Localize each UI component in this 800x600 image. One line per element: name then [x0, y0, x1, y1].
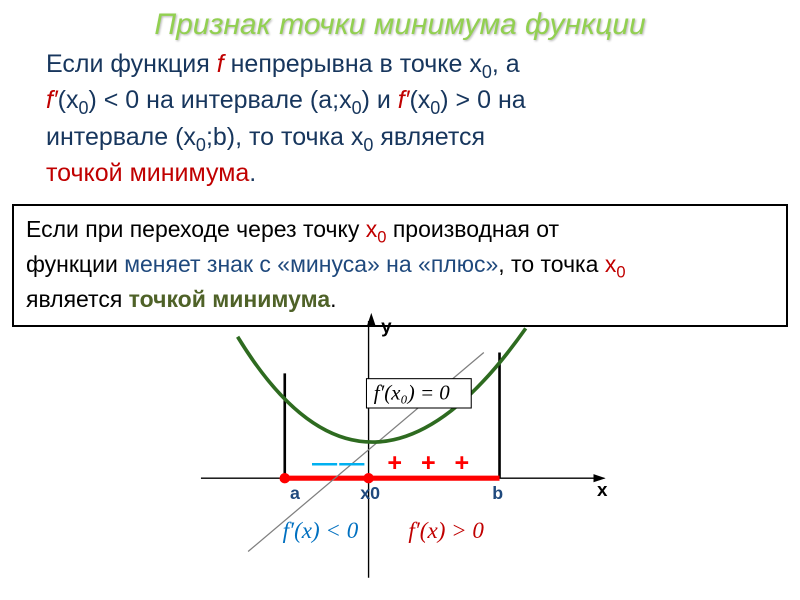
plus-sign: +	[421, 448, 436, 476]
r-word: функции	[26, 251, 118, 277]
t-sub: 0	[352, 98, 362, 118]
x-axis-label: x	[597, 479, 608, 500]
t-word: ) < 0 на интервале (a;x	[88, 86, 351, 114]
t-word: (x	[58, 86, 79, 114]
label-x0: x0	[360, 483, 380, 503]
t-fprime: f′	[46, 86, 58, 114]
t-sub: 0	[78, 98, 88, 118]
plus-sign: +	[454, 448, 469, 476]
t-word: ) > 0 на	[440, 86, 525, 114]
t-word: .	[249, 159, 256, 187]
t-word: (x	[409, 86, 430, 114]
label-a: a	[290, 483, 301, 503]
r-sub: 0	[377, 227, 386, 246]
t-sub: 0	[482, 62, 492, 82]
formula-right: f′(x) > 0	[408, 517, 484, 543]
r-word: производная от	[393, 216, 559, 242]
minus-sign: —	[339, 448, 365, 476]
t-word: ) и	[362, 86, 391, 114]
r-x: x	[366, 216, 378, 242]
r-word: Если при переходе через точку	[26, 216, 359, 242]
r-sub: 0	[616, 262, 625, 281]
r-word: является	[26, 286, 122, 312]
dot-a	[280, 473, 290, 483]
theorem-text: Если функция f непрерывна в точке x0, а …	[0, 42, 800, 200]
minimum-graph: —— + + + f′(x₀) = 0 f′(x) < 0 f′(x) > 0 x y…	[180, 307, 620, 597]
t-fprime: f′	[398, 86, 410, 114]
t-keypoint: точкой минимума	[46, 159, 249, 187]
t-word: , а	[492, 50, 520, 78]
t-f: f	[217, 50, 224, 78]
t-word: ;b), то точка x	[206, 123, 363, 151]
formula-left: f′(x) < 0	[283, 517, 359, 543]
minus-sign: —	[312, 448, 338, 476]
t-sub: 0	[430, 98, 440, 118]
r-blue: меняет знак с «минуса» на «плюс»	[124, 251, 498, 277]
formula-top: f′(x₀) = 0	[374, 380, 451, 404]
t-word: интервале (x	[46, 123, 196, 151]
dot-x0	[363, 473, 373, 483]
t-word: является	[373, 123, 485, 151]
t-word: непрерывна в точке x	[231, 50, 482, 78]
t-word: Если функция	[46, 50, 210, 78]
t-sub: 0	[363, 135, 373, 155]
y-axis-label: y	[381, 315, 392, 336]
slide-title: Признак точки минимума функции	[0, 0, 800, 42]
plus-sign: +	[387, 448, 402, 476]
r-word: , то точка	[498, 251, 598, 277]
label-b: b	[492, 483, 503, 503]
t-sub: 0	[196, 135, 206, 155]
r-x: x	[605, 251, 617, 277]
graph-container: ——+++ f′(x₀) = 0 f′(x) < 0 f′(x) > 0 x y…	[0, 327, 800, 600]
